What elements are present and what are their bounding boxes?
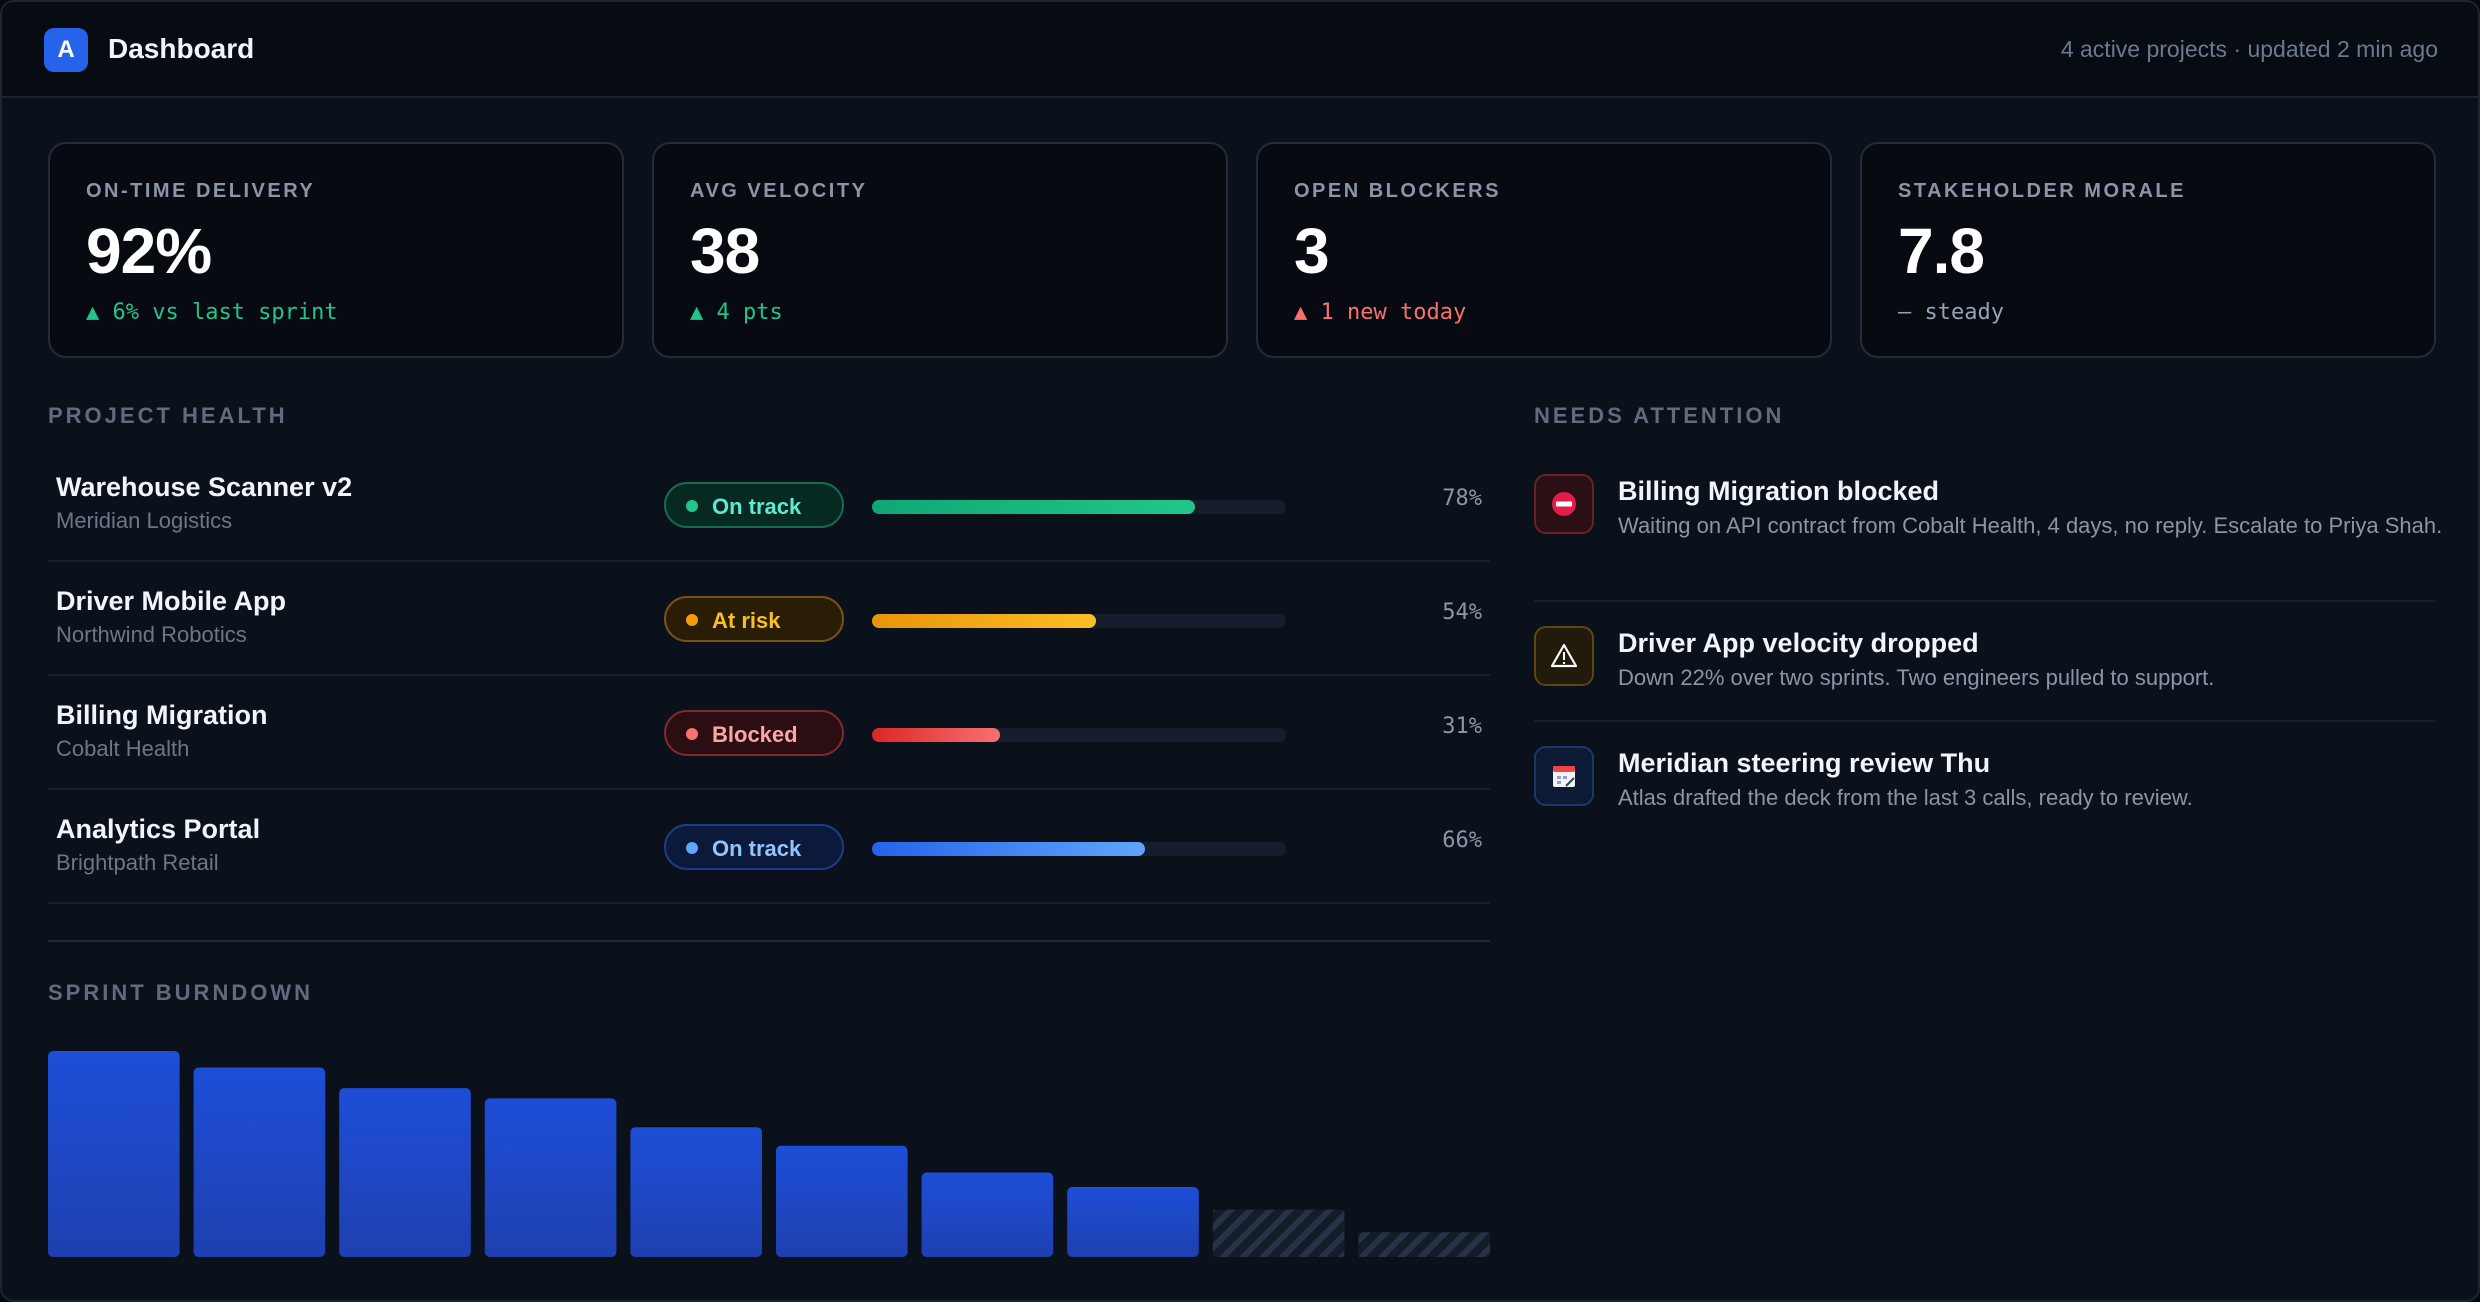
attention-description: Down 22% over two sprints. Two engineers… [1618, 665, 2215, 690]
calendar-icon [1534, 746, 1594, 806]
progress-fill [872, 728, 1001, 742]
kpi-label: ON-TIME DELIVERY [86, 180, 316, 202]
progress-track [872, 842, 1286, 856]
attention-title: Driver App velocity dropped [1618, 628, 1979, 658]
attention-description: Waiting on API contract from Cobalt Heal… [1618, 513, 2443, 538]
burndown-bar [776, 1145, 908, 1257]
progress-fill [872, 500, 1195, 514]
status-dot [686, 614, 698, 626]
progress-fill [872, 614, 1096, 628]
progress-percent: 66% [1442, 828, 1482, 853]
burndown-chart [48, 1042, 1490, 1257]
burndown-bar [48, 1051, 180, 1257]
kpi-label: OPEN BLOCKERS [1294, 180, 1501, 202]
status-badge: Blocked [664, 710, 844, 756]
status-badge: On track [664, 482, 844, 528]
kpi-card-open-blockers[interactable]: OPEN BLOCKERS 3 ▲ 1 new today [1256, 142, 1832, 358]
warning-icon [1534, 626, 1594, 686]
burndown-chart-svg [48, 1051, 1490, 1257]
kpi-value: 3 [1294, 215, 1330, 287]
project-row[interactable]: Analytics Portal Brightpath Retail On tr… [48, 790, 1490, 904]
app-logo[interactable]: A [44, 28, 88, 72]
kpi-card-stakeholder-morale[interactable]: STAKEHOLDER MORALE 7.8 – steady [1860, 142, 2436, 358]
project-client: Cobalt Health [56, 736, 190, 761]
status-dot [686, 842, 698, 854]
kpi-value: 38 [690, 215, 760, 287]
project-client: Northwind Robotics [56, 622, 247, 647]
status-badge: At risk [664, 596, 844, 642]
project-client: Meridian Logistics [56, 508, 233, 533]
project-name: Billing Migration [56, 700, 268, 730]
progress-track [872, 500, 1286, 514]
project-row[interactable]: Driver Mobile App Northwind Robotics At … [48, 562, 1490, 676]
status-label: Blocked [712, 722, 798, 747]
burndown-bar-projected [1358, 1232, 1490, 1257]
status-label: At risk [712, 608, 781, 633]
progress-percent: 54% [1442, 600, 1482, 625]
status-label: On track [712, 836, 802, 861]
attention-title: Meridian steering review Thu [1618, 748, 1991, 778]
attention-title: Billing Migration blocked [1618, 476, 1940, 506]
attention-item[interactable]: Billing Migration blocked Waiting on API… [1534, 450, 2442, 602]
project-name: Warehouse Scanner v2 [56, 472, 353, 502]
burndown-bar [339, 1088, 471, 1257]
page-title: Dashboard [108, 33, 255, 64]
project-client: Brightpath Retail [56, 850, 219, 875]
kpi-card-avg-velocity[interactable]: AVG VELOCITY 38 ▲ 4 pts [652, 142, 1228, 358]
no-entry-icon [1534, 474, 1594, 534]
progress-track [872, 614, 1286, 628]
kpi-label: STAKEHOLDER MORALE [1898, 180, 2186, 202]
kpi-card-on-time-delivery[interactable]: ON-TIME DELIVERY 92% ▲ 6% vs last sprint [48, 142, 624, 358]
burndown-bar [1067, 1187, 1199, 1257]
kpi-value: 7.8 [1898, 215, 1985, 287]
project-name: Analytics Portal [56, 814, 261, 844]
burndown-bar [630, 1127, 762, 1257]
kpi-delta: – steady [1898, 300, 2004, 325]
attention-description: Atlas drafted the deck from the last 3 c… [1618, 785, 2193, 810]
burndown-bar-projected [1212, 1209, 1345, 1257]
kpi-value: 92% [86, 215, 212, 287]
kpi-delta: ▲ 4 pts [690, 300, 783, 325]
project-row[interactable]: Billing Migration Cobalt Health Blocked … [48, 676, 1490, 790]
kpi-delta: ▲ 1 new today [1294, 300, 1467, 325]
sprint-burndown-heading: SPRINT BURNDOWN [48, 980, 313, 1005]
top-bar: A Dashboard 4 active projects · updated … [2, 2, 2478, 98]
burndown-bar [193, 1067, 326, 1257]
attention-item[interactable]: Driver App velocity dropped Down 22% ove… [1534, 602, 2436, 722]
status-label: On track [712, 494, 802, 519]
project-row[interactable]: Warehouse Scanner v2 Meridian Logistics … [48, 448, 1490, 562]
progress-percent: 31% [1442, 714, 1482, 739]
progress-fill [872, 842, 1146, 856]
status-dot [686, 500, 698, 512]
status-dot [686, 728, 698, 740]
burndown-bar [484, 1098, 617, 1257]
update-status: 4 active projects · updated 2 min ago [2060, 36, 2438, 62]
kpi-label: AVG VELOCITY [690, 180, 868, 202]
project-name: Driver Mobile App [56, 586, 287, 616]
kpi-delta: ▲ 6% vs last sprint [86, 300, 338, 325]
needs-attention-heading: NEEDS ATTENTION [1534, 403, 1785, 428]
section-divider [48, 940, 1490, 942]
attention-item[interactable]: Meridian steering review Thu Atlas draft… [1534, 722, 2436, 832]
project-health-heading: PROJECT HEALTH [48, 403, 288, 428]
burndown-bar [921, 1172, 1054, 1257]
progress-track [872, 728, 1286, 742]
status-badge: On track [664, 824, 844, 870]
progress-percent: 78% [1442, 486, 1482, 511]
